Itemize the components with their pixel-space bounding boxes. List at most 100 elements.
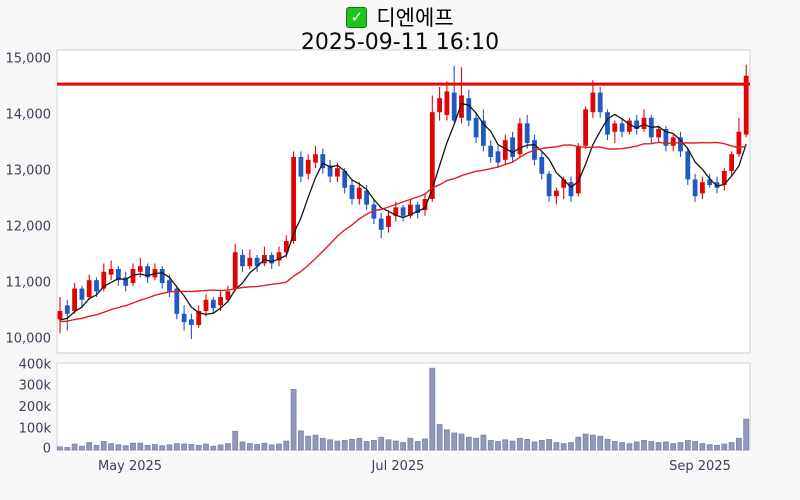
candle-body-up [444, 91, 450, 115]
date-axis-tick: May 2025 [98, 459, 162, 474]
candle-body-down [539, 156, 545, 174]
candle-body-up [459, 95, 464, 118]
volume-bar [239, 441, 246, 451]
volume-bar [633, 441, 640, 451]
volume-bar [414, 441, 421, 451]
candle-body-down [79, 288, 85, 300]
candle-body-up [218, 296, 223, 306]
volume-bar [509, 440, 516, 451]
candle-body-up [276, 252, 282, 261]
volume-bar [538, 440, 545, 451]
candle-body-down [707, 179, 713, 185]
candle-body-up [408, 204, 413, 216]
volume-bar [246, 443, 253, 451]
candle-body-down [349, 184, 355, 199]
volume-bar [692, 441, 698, 451]
candle-body-up [393, 207, 399, 216]
volume-bar [151, 444, 158, 451]
volume-bar [429, 367, 436, 451]
candle-body-down [481, 120, 486, 146]
candles-layer [57, 64, 749, 339]
volume-bar [224, 443, 231, 451]
volume-bar [392, 440, 399, 451]
volume-bar [619, 442, 625, 451]
candle-body-down [269, 254, 275, 264]
volume-bar [648, 441, 655, 451]
volume-bar [181, 443, 188, 451]
volume-bar [122, 445, 129, 451]
candle-body-up [247, 257, 253, 267]
candle-body-down [524, 123, 530, 143]
volume-bar [436, 424, 443, 451]
ma-short-line [59, 102, 747, 321]
candle-body-down [663, 128, 669, 146]
candle-body-up [386, 215, 391, 227]
candle-body-down [692, 179, 698, 197]
volume-bar [203, 443, 209, 451]
volume-bar [743, 418, 750, 451]
candle-body-down [451, 92, 457, 121]
candle-body-down [619, 123, 625, 132]
candle-body-up [283, 240, 289, 253]
volume-bar [706, 444, 713, 451]
price-axis-tick: 10,000 [6, 332, 52, 347]
volume-bar [582, 433, 589, 451]
candle-body-down [210, 299, 216, 309]
candle-body-up [291, 156, 296, 241]
volume-bar [560, 443, 567, 451]
volume-bar [232, 430, 239, 451]
candle-body-up [232, 252, 238, 289]
candle-body-down [685, 151, 691, 180]
check-icon: ✓ [350, 7, 364, 26]
volume-bar [443, 429, 450, 451]
volume-axis-tick: 300k [19, 379, 52, 394]
candle-body-up [130, 268, 136, 283]
candle-body-up [575, 145, 581, 194]
volume-bar [144, 444, 151, 451]
volume-bar [611, 441, 618, 451]
volume-bar [79, 445, 85, 451]
volume-bar [297, 430, 304, 451]
volume-bar [319, 437, 326, 451]
date-axis-tick: Sep 2025 [669, 459, 731, 474]
volume-bar [575, 436, 582, 451]
moving-averages-layer [59, 102, 747, 323]
volume-bar [590, 434, 596, 451]
volume-bar [684, 440, 691, 451]
volume-axis-tick: 100k [19, 421, 52, 436]
candle-body-down [678, 137, 683, 152]
candle-body-up [57, 310, 63, 320]
volume-bar [531, 441, 538, 451]
volume-bar [276, 443, 282, 451]
volume-bar [473, 437, 480, 451]
volume-bar [568, 442, 574, 451]
volume-bar [86, 442, 93, 451]
candle-body-down [123, 277, 129, 286]
volume-bar [261, 442, 268, 451]
candle-body-up [627, 120, 632, 132]
candle-body-up [356, 187, 362, 199]
stock-checkbox[interactable]: ✓ [346, 6, 368, 28]
candle-body-down [116, 268, 121, 281]
volume-axis-tick: 200k [19, 400, 52, 415]
candle-body-down [94, 280, 99, 292]
candle-body-down [510, 137, 515, 157]
volume-bar [283, 440, 290, 451]
candle-body-up [203, 299, 209, 311]
candle-body-up [502, 140, 508, 160]
volume-bar [553, 442, 560, 451]
candle-body-up [517, 123, 523, 155]
volume-bar [517, 437, 523, 451]
volume-bar [597, 435, 604, 451]
candle-body-down [298, 156, 304, 177]
candle-body-down [714, 182, 720, 188]
candle-body-down [546, 173, 552, 197]
volume-bar [188, 444, 195, 451]
candle-body-up [137, 266, 143, 272]
volume-bar [546, 438, 552, 451]
price-axis-tick: 11,000 [6, 276, 52, 291]
volume-bar [57, 446, 63, 451]
volume-bar [290, 389, 297, 451]
candle-body-up [429, 112, 435, 199]
